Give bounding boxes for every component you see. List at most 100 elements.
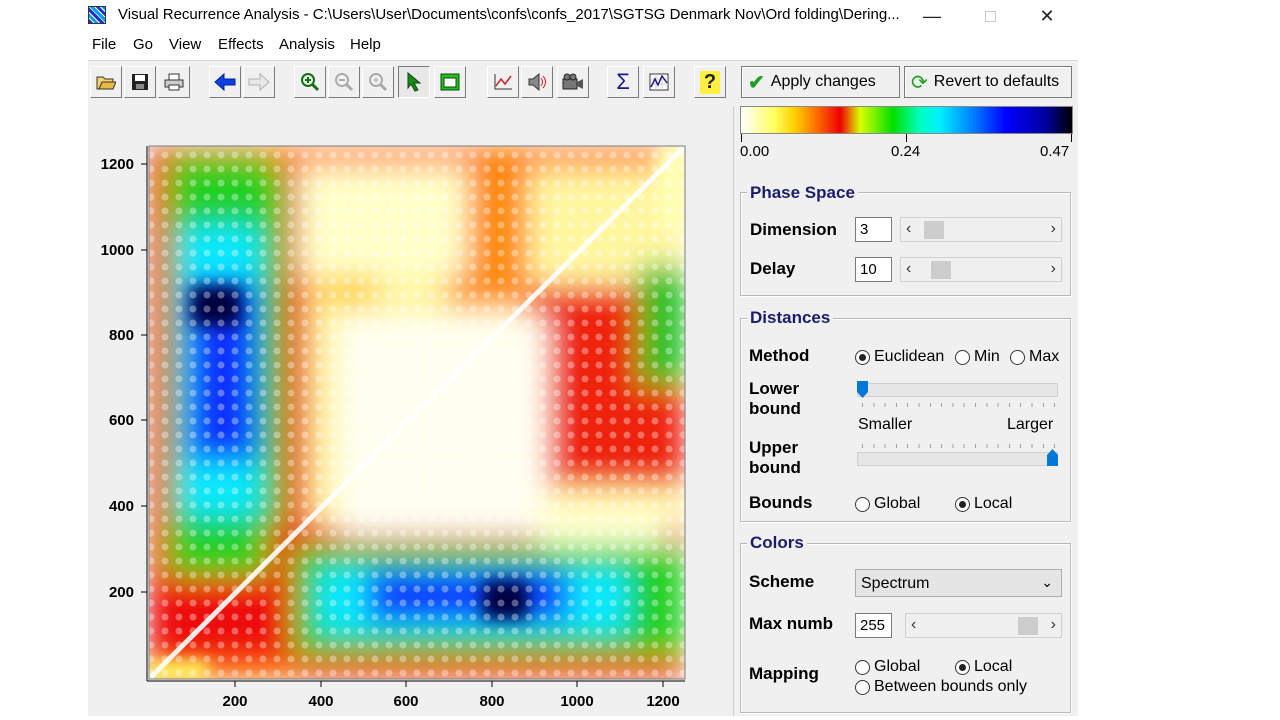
method-euclidean-radio[interactable]: Euclidean (855, 348, 944, 366)
zoom-fit-button[interactable] (362, 66, 394, 98)
help-button[interactable]: ? (694, 66, 726, 98)
method-max-radio[interactable]: Max (1010, 348, 1059, 366)
maximize-icon (984, 11, 996, 22)
chart-button[interactable] (487, 66, 519, 98)
scroll-left-icon[interactable]: ‹ (911, 616, 917, 633)
radio-label: Between bounds only (874, 678, 1027, 695)
colorbar-max-label: 0.47 (1040, 143, 1070, 160)
mapping-global-radio[interactable]: Global (855, 658, 920, 676)
zoom-out-button[interactable] (328, 66, 360, 98)
sound-button[interactable] (521, 66, 553, 98)
upper-bound-ticks (862, 444, 1056, 448)
menu-view[interactable]: View (169, 36, 202, 53)
color-scale-bar (740, 106, 1073, 134)
revert-defaults-button[interactable]: ⟳ Revert to defaults (904, 66, 1072, 98)
menu-help[interactable]: Help (350, 36, 381, 53)
window-green-icon (440, 73, 460, 91)
camera-icon (562, 73, 583, 90)
forward-button[interactable] (243, 66, 275, 98)
arrow-left-icon (214, 73, 236, 91)
upper-bound-slider-track[interactable] (857, 452, 1058, 466)
save-button[interactable] (124, 66, 156, 98)
phase-space-title: Phase Space (747, 183, 858, 203)
window-title: Visual Recurrence Analysis - C:\Users\Us… (118, 6, 900, 23)
lower-bound-label: Lower bound (749, 379, 801, 419)
method-label: Method (749, 346, 810, 365)
radio-selected-icon (955, 496, 970, 512)
window-view-button[interactable] (434, 66, 466, 98)
bounds-label: Bounds (749, 493, 813, 512)
mapping-between-bounds-radio[interactable]: Between bounds only (855, 678, 1027, 696)
x-tick-label: 200 (222, 693, 247, 710)
menu-effects[interactable]: Effects (218, 36, 264, 53)
open-folder-icon (96, 76, 116, 90)
scroll-thumb[interactable] (924, 221, 944, 239)
colors-group (740, 543, 1071, 713)
radio-label: Global (874, 658, 921, 675)
radio-icon (855, 679, 870, 695)
scheme-dropdown[interactable]: Spectrum ⌄ (855, 569, 1062, 597)
zoom-out-icon (335, 73, 354, 92)
axis-ticks (141, 163, 664, 687)
max-numb-field[interactable]: 255 (855, 613, 892, 638)
radio-label: Global (874, 495, 921, 512)
colorbar-mid-label: 0.24 (891, 143, 921, 160)
spectrum-plot-button[interactable] (643, 66, 675, 98)
upper-bound-slider-handle[interactable] (1047, 449, 1058, 466)
dimension-scrollbar[interactable]: ‹ › (900, 217, 1062, 242)
lower-bound-slider-handle[interactable] (857, 381, 868, 398)
apply-changes-button[interactable]: ✔ Apply changes (741, 66, 900, 98)
scroll-right-icon[interactable]: › (1050, 260, 1056, 277)
video-button[interactable] (557, 66, 589, 98)
radio-icon (855, 659, 870, 675)
print-button[interactable] (158, 66, 190, 98)
back-button[interactable] (209, 66, 241, 98)
x-tick-label: 1000 (560, 693, 593, 710)
scroll-right-icon[interactable]: › (1050, 616, 1056, 633)
delay-scrollbar[interactable]: ‹ › (900, 257, 1062, 282)
bounds-global-radio[interactable]: Global (855, 495, 920, 513)
mapping-label: Mapping (749, 664, 819, 683)
maximize-button[interactable] (975, 4, 1005, 28)
dimension-field[interactable]: 3 (855, 217, 892, 242)
scheme-value: Spectrum (861, 575, 930, 592)
bounds-local-radio[interactable]: Local (955, 495, 1012, 513)
close-button[interactable]: ✕ (1039, 6, 1055, 26)
scroll-left-icon[interactable]: ‹ (906, 260, 912, 277)
chevron-down-icon: ⌄ (1041, 574, 1053, 590)
y-tick-label: 200 (109, 584, 134, 601)
lower-bound-slider-track[interactable] (857, 383, 1058, 397)
minimize-button[interactable]: — (923, 6, 941, 26)
colors-title: Colors (747, 533, 807, 553)
menu-analysis[interactable]: Analysis (279, 36, 335, 53)
upper-bound-label-line: Upper (749, 438, 799, 457)
y-tick-label: 1200 (101, 156, 134, 173)
mapping-local-radio[interactable]: Local (955, 658, 1012, 676)
scroll-thumb[interactable] (931, 261, 951, 279)
revert-defaults-label: Revert to defaults (933, 73, 1060, 90)
scroll-left-icon[interactable]: ‹ (906, 220, 912, 237)
statistics-sigma-button[interactable]: Σ (607, 66, 639, 98)
zoom-in-icon (301, 73, 320, 92)
max-numb-scrollbar[interactable]: ‹ › (905, 613, 1062, 638)
colorbar-min-label: 0.00 (740, 143, 770, 160)
zoom-fit-icon (369, 73, 388, 92)
menu-file[interactable]: File (92, 36, 117, 53)
check-icon: ✔ (748, 71, 765, 94)
select-pointer-button[interactable] (398, 66, 430, 98)
zoom-in-button[interactable] (294, 66, 326, 98)
scroll-thumb[interactable] (1018, 617, 1038, 635)
scroll-right-icon[interactable]: › (1050, 220, 1056, 237)
y-tick-label: 600 (109, 412, 134, 429)
radio-label: Min (974, 348, 1000, 365)
dimension-label: Dimension (750, 220, 837, 239)
recurrence-plot[interactable]: 1200 1000 800 600 400 200 200 400 600 80… (88, 106, 734, 716)
radio-label: Local (974, 495, 1013, 512)
radio-label: Euclidean (874, 348, 945, 365)
method-min-radio[interactable]: Min (955, 348, 1000, 366)
delay-field[interactable]: 10 (855, 257, 892, 282)
max-numb-label: Max numb (749, 614, 834, 633)
recurrence-heatmap (149, 146, 685, 679)
open-button[interactable] (90, 66, 122, 98)
menu-go[interactable]: Go (133, 36, 154, 53)
